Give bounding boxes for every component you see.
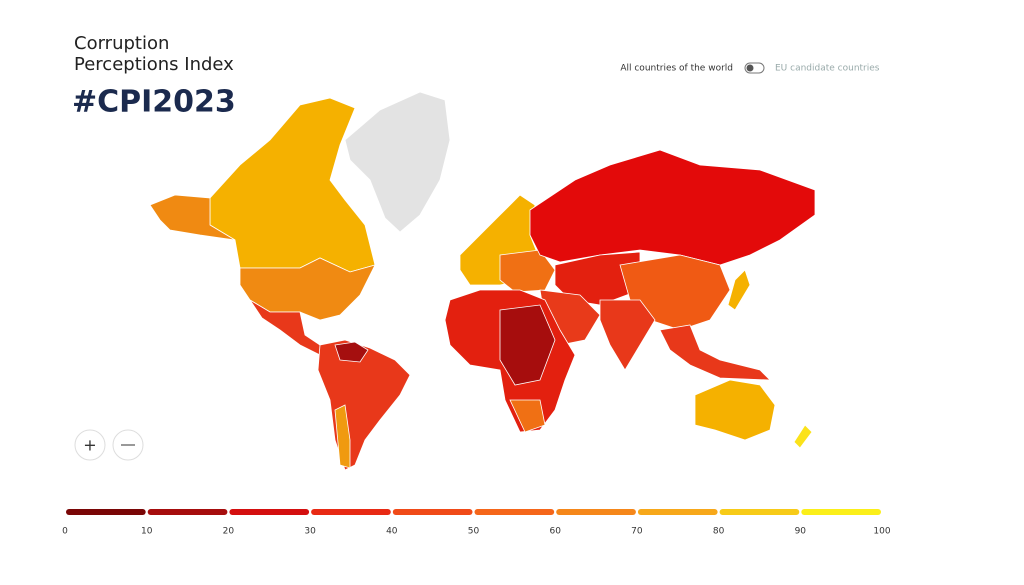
- new-zealand: [793, 424, 813, 449]
- legend-segment: [719, 509, 800, 515]
- legend-segment: [637, 509, 718, 515]
- legend: 0 10 20 30 40 50 60 70 80 90 100: [62, 509, 891, 537]
- legend-tick-label: 10: [141, 527, 153, 537]
- south-america: [317, 339, 411, 471]
- australia: [694, 379, 776, 441]
- zoom-in-icon: +: [83, 436, 96, 455]
- legend-segment: [556, 509, 636, 515]
- chile: [334, 404, 351, 469]
- russia: [529, 149, 816, 266]
- southern-africa: [509, 399, 546, 433]
- world-map: [149, 91, 816, 471]
- legend-segment: [229, 509, 310, 515]
- canada: [209, 97, 376, 273]
- legend-segment: [474, 509, 555, 515]
- legend-segment: [392, 509, 473, 515]
- legend-tick-label: 70: [631, 527, 643, 537]
- central-asia: [554, 251, 641, 306]
- zoom-in[interactable]: [74, 429, 106, 461]
- legend-tick-label: 60: [549, 527, 561, 537]
- toggle-label[interactable]: EU candidate countries: [775, 64, 880, 74]
- legend-tick-label: 100: [873, 527, 890, 537]
- legend-segment: [311, 509, 391, 515]
- toggle-knob: [746, 64, 754, 72]
- se-asia: [659, 324, 772, 381]
- legend-tick-label: 20: [223, 527, 235, 537]
- legend-tick-label: 0: [62, 527, 68, 537]
- legend-tick-label: 80: [713, 527, 725, 537]
- legend-segment: [147, 509, 228, 515]
- alaska: [149, 194, 236, 241]
- legend-segment: [66, 509, 146, 515]
- legend-tick-label: 90: [795, 527, 807, 537]
- central-africa: [499, 304, 556, 386]
- japan: [727, 269, 751, 311]
- legend-tick-label: 50: [468, 527, 480, 537]
- venezuela: [334, 341, 369, 363]
- legend-segment: [801, 509, 881, 515]
- toggle-label[interactable]: All countries of the world: [620, 64, 733, 74]
- india: [599, 299, 656, 371]
- title: Perceptions Index: [74, 54, 234, 75]
- greenland: [344, 91, 451, 233]
- title: Corruption: [74, 33, 169, 54]
- legend-tick-label: 30: [304, 527, 316, 537]
- legend-tick-label: 40: [386, 527, 398, 537]
- logo: #CPI2023: [72, 85, 236, 120]
